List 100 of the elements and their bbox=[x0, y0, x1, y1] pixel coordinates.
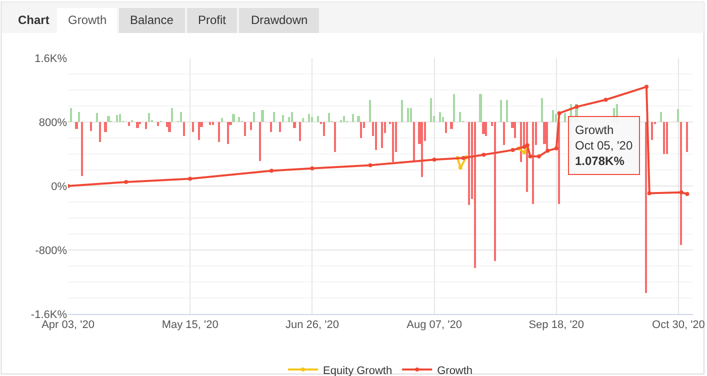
bar bbox=[78, 112, 80, 122]
point bbox=[269, 168, 274, 173]
point bbox=[461, 156, 466, 160]
bar bbox=[381, 122, 383, 148]
bar bbox=[221, 118, 223, 122]
point bbox=[574, 104, 579, 109]
bar bbox=[183, 122, 185, 136]
bar bbox=[107, 116, 110, 122]
x-tick-label: May 15, '20 bbox=[162, 319, 218, 332]
point bbox=[482, 152, 486, 157]
bar bbox=[686, 122, 688, 152]
bar bbox=[192, 122, 194, 132]
bar bbox=[116, 115, 118, 122]
bar bbox=[401, 100, 403, 122]
bar bbox=[352, 114, 354, 122]
bar bbox=[334, 122, 336, 152]
bar bbox=[343, 116, 345, 122]
bar bbox=[392, 122, 394, 162]
x-tick-label: Oct 30, '20 bbox=[652, 319, 705, 332]
bar bbox=[453, 94, 455, 122]
bar bbox=[261, 110, 264, 122]
y-tick-label: -800% bbox=[35, 244, 68, 257]
bar bbox=[413, 122, 415, 161]
point bbox=[536, 154, 541, 158]
point bbox=[644, 84, 648, 89]
bar bbox=[468, 122, 470, 205]
bar bbox=[660, 112, 662, 122]
bar bbox=[360, 122, 362, 138]
bar bbox=[136, 122, 139, 128]
text: Chart bbox=[18, 13, 50, 27]
legend-label: Growth bbox=[437, 364, 473, 376]
x-tick-label: Aug 07, '20 bbox=[406, 319, 462, 332]
bar bbox=[323, 122, 325, 136]
bar bbox=[564, 113, 566, 122]
bar bbox=[128, 122, 130, 126]
text: Growth bbox=[68, 13, 107, 27]
bar bbox=[651, 122, 653, 140]
bar bbox=[250, 122, 252, 130]
bar bbox=[663, 122, 665, 154]
bar bbox=[227, 122, 229, 144]
bar bbox=[282, 115, 284, 122]
bar bbox=[479, 94, 482, 122]
x-tick-label: Apr 03, '20 bbox=[42, 319, 94, 332]
bar bbox=[375, 122, 377, 150]
bar bbox=[308, 114, 310, 122]
bar bbox=[273, 112, 275, 122]
point bbox=[554, 146, 558, 150]
bar bbox=[212, 122, 214, 125]
bar bbox=[209, 122, 211, 125]
bar bbox=[238, 117, 240, 122]
legend-label: Equity Growth bbox=[323, 364, 392, 376]
point bbox=[647, 191, 652, 196]
point bbox=[522, 144, 526, 149]
x-tick-label: Sep 18, '20 bbox=[528, 319, 584, 332]
bar bbox=[317, 116, 319, 122]
bar bbox=[157, 122, 159, 126]
bar bbox=[407, 108, 409, 122]
bar bbox=[119, 114, 121, 122]
bar bbox=[168, 122, 171, 132]
bar bbox=[369, 100, 371, 122]
bar bbox=[459, 112, 461, 122]
bar bbox=[485, 122, 487, 136]
bar bbox=[514, 122, 516, 138]
point bbox=[458, 166, 462, 170]
bar bbox=[500, 100, 502, 122]
bar bbox=[311, 117, 313, 122]
bar bbox=[552, 110, 554, 122]
point bbox=[557, 111, 562, 116]
bar bbox=[421, 122, 423, 177]
bar bbox=[244, 122, 246, 136]
bar bbox=[270, 122, 272, 132]
bar bbox=[666, 122, 668, 154]
bar bbox=[104, 122, 107, 132]
bar bbox=[75, 122, 78, 129]
text: Balance bbox=[130, 13, 174, 27]
bar bbox=[526, 122, 528, 192]
bar bbox=[218, 122, 220, 142]
bar bbox=[148, 113, 150, 122]
bar bbox=[494, 122, 496, 261]
bar bbox=[145, 122, 147, 129]
bar bbox=[198, 122, 200, 140]
y-tick-label: 0% bbox=[51, 180, 68, 193]
bar bbox=[677, 109, 679, 122]
bar bbox=[96, 113, 98, 122]
point bbox=[604, 98, 608, 102]
bar bbox=[253, 112, 255, 122]
bar bbox=[180, 112, 182, 122]
bar bbox=[291, 112, 293, 122]
bar bbox=[171, 108, 173, 122]
bar bbox=[70, 108, 72, 122]
bar bbox=[279, 122, 281, 132]
bar bbox=[680, 122, 682, 245]
bar bbox=[90, 122, 92, 131]
bar bbox=[450, 122, 453, 129]
bar bbox=[299, 122, 301, 141]
bar bbox=[506, 100, 508, 122]
bar bbox=[645, 122, 647, 293]
point bbox=[679, 190, 684, 194]
bar bbox=[410, 108, 412, 122]
bar bbox=[328, 113, 330, 122]
